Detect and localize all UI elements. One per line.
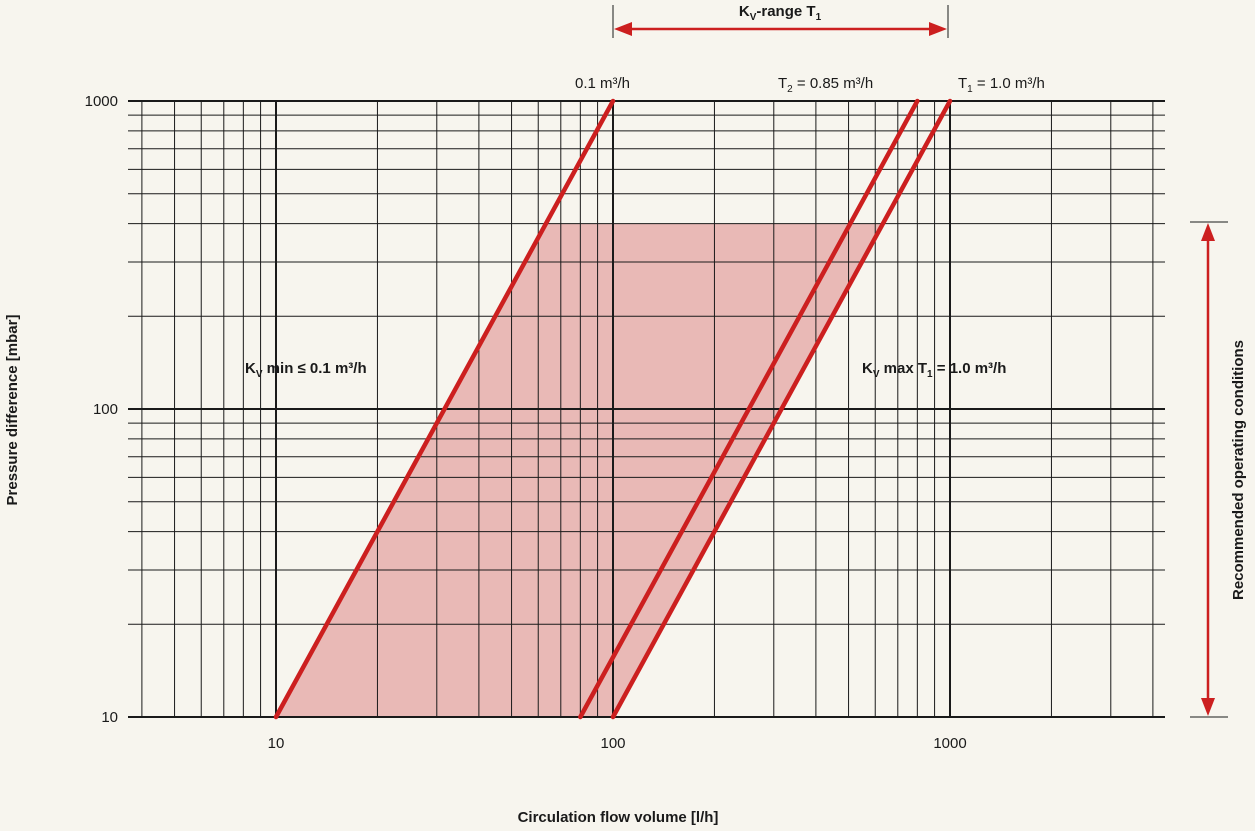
line-label-t2: T2 = 0.85 m³/h — [778, 75, 873, 95]
kv-max-label: KV max T1 = 1.0 m³/h — [862, 360, 1006, 380]
series-line-1 — [273, 98, 616, 720]
line-label-t1: T1 = 1.0 m³/h — [958, 75, 1045, 95]
x-tick-label: 10 — [268, 735, 285, 752]
y-tick-label: 1000 — [85, 93, 118, 110]
x-tick-label: 1000 — [933, 735, 966, 752]
kv-range-arrowhead-right — [929, 22, 947, 36]
y-axis-title: Pressure difference [mbar] — [4, 315, 21, 506]
recommended-region-fill — [276, 223, 883, 717]
recommended-arrowhead-bottom — [1201, 698, 1215, 716]
annotations: KV-range T1 0.1 m³/h T2 = 0.85 m³/h T1 =… — [4, 3, 1247, 826]
grid — [128, 100, 1165, 718]
series-line-3 — [610, 98, 953, 720]
kv-min-label: KV min ≤ 0.1 m³/h — [245, 360, 367, 380]
x-axis-title: Circulation flow volume [l/h] — [518, 809, 719, 826]
y-tick-label: 100 — [93, 401, 118, 418]
line-label-0-1: 0.1 m³/h — [575, 75, 630, 92]
y-tick-label: 10 — [101, 709, 118, 726]
kv-range-label: KV-range T1 — [739, 3, 822, 23]
recommended-label: Recommended operating conditions — [1230, 340, 1247, 600]
series-line-2 — [578, 98, 920, 720]
kv-range-arrowhead-left — [614, 22, 632, 36]
recommended-region — [276, 223, 883, 717]
series-lines — [273, 98, 953, 720]
tick-labels: 10 100 1000 10 100 1000 — [85, 93, 967, 752]
recommended-arrowhead-top — [1201, 223, 1215, 241]
x-tick-label: 100 — [600, 735, 625, 752]
